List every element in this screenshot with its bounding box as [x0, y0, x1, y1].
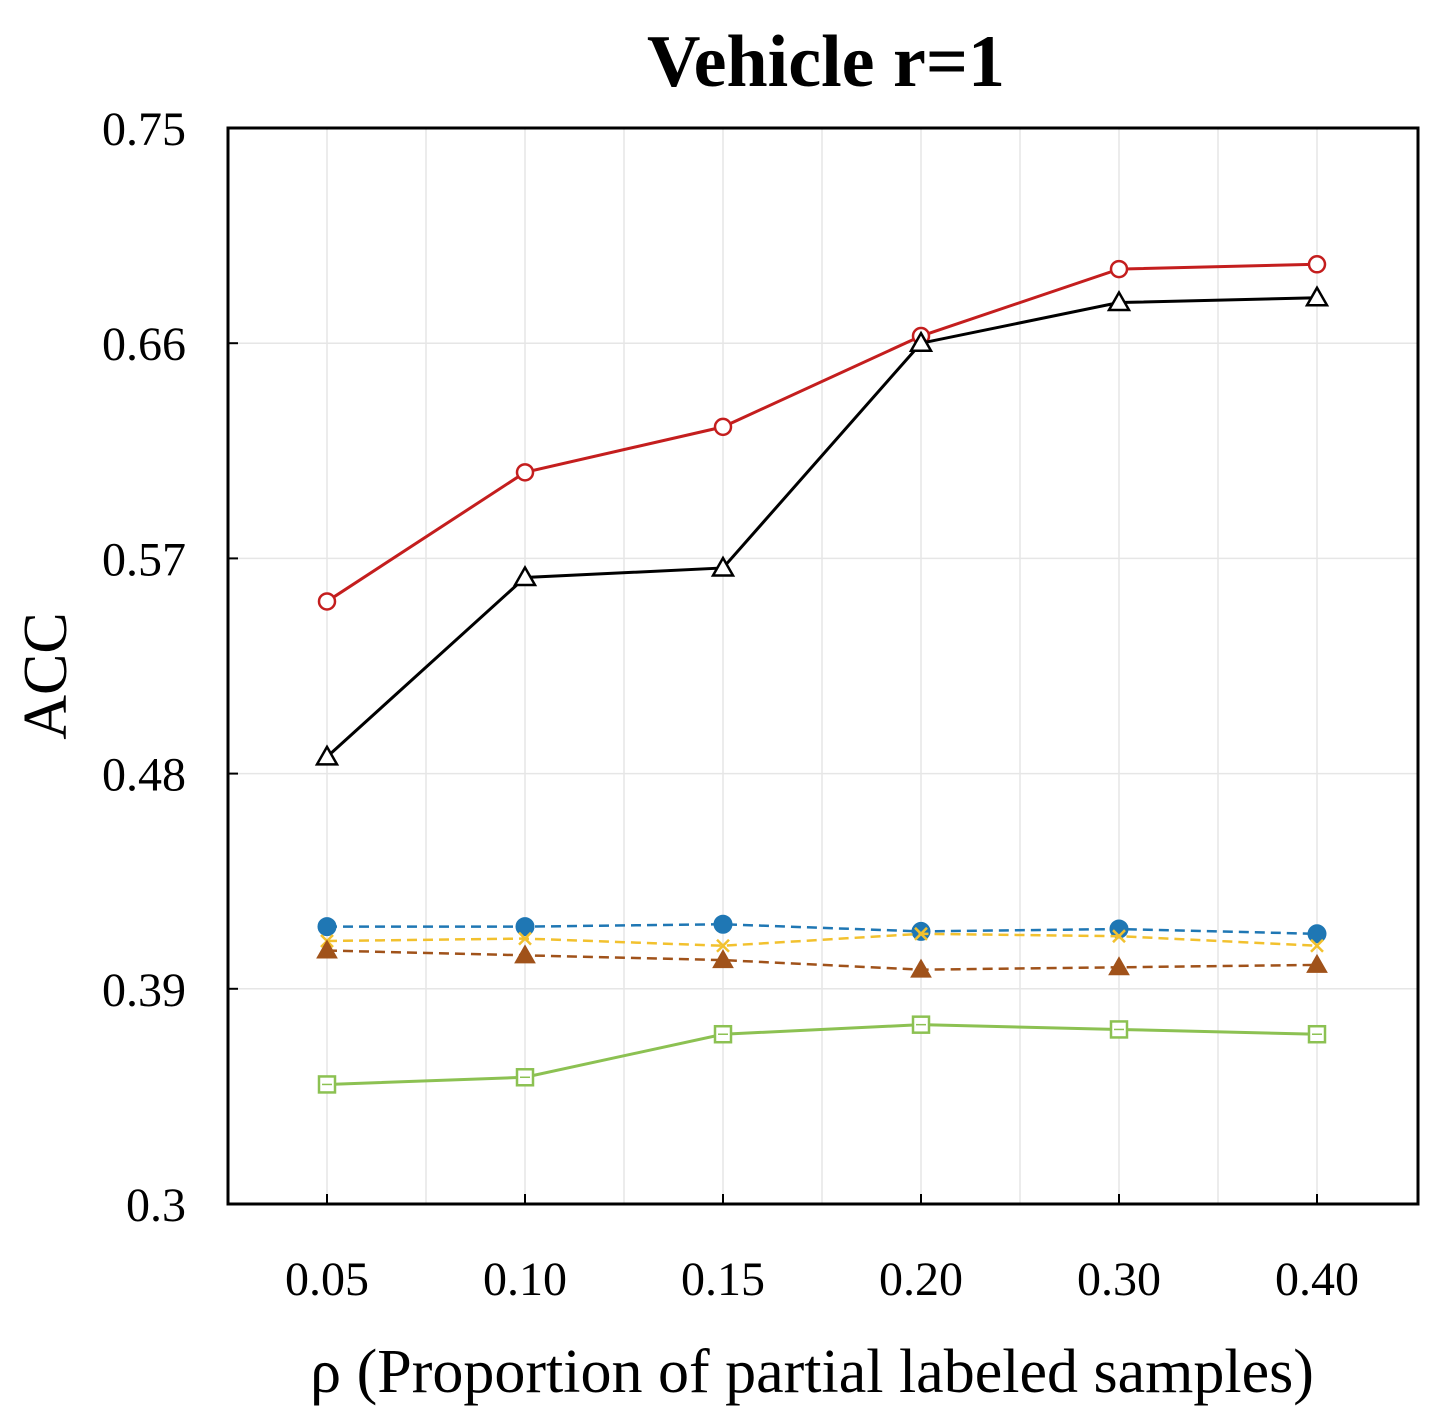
y-tick-label: 0.66: [102, 318, 186, 371]
data-point: [1106, 290, 1132, 312]
y-tick-label: 0.57: [102, 533, 186, 586]
y-tick-label: 0.75: [102, 103, 186, 156]
data-point: [1109, 259, 1129, 279]
data-point: [518, 931, 532, 946]
data-point: [911, 921, 931, 941]
x-tick-label: 0.30: [1077, 1253, 1161, 1306]
x-tick-label: 0.10: [483, 1253, 567, 1306]
data-point: [1307, 255, 1327, 274]
data-point: [712, 949, 734, 969]
series-green-square: [317, 1015, 1327, 1094]
series-line: [326, 949, 1318, 971]
data-point: [914, 926, 928, 941]
data-point: [515, 463, 535, 482]
series-blue-dot: [317, 914, 1327, 944]
series-line: [326, 1023, 1318, 1086]
data-point: [317, 592, 337, 611]
data-point: [314, 744, 340, 766]
data-point: [515, 917, 535, 937]
series-line: [327, 922, 1318, 936]
series-brown-triangle: [316, 939, 1328, 978]
data-point: [716, 938, 730, 953]
series-line: [326, 262, 1318, 603]
series-layer: [314, 255, 1330, 1094]
data-point: [514, 944, 536, 964]
data-point: [1109, 919, 1129, 939]
data-point: [1310, 938, 1324, 953]
data-point: [713, 417, 733, 437]
series-black-triangle: [314, 285, 1330, 766]
data-point: [1112, 929, 1126, 944]
y-axis-label: ACC: [12, 612, 80, 739]
series-line: [326, 932, 1318, 948]
y-tick-label: 0.48: [102, 749, 186, 802]
y-tick-label: 0.39: [102, 964, 186, 1017]
x-tick-label: 0.20: [879, 1253, 963, 1306]
x-tick-label: 0.15: [681, 1253, 765, 1306]
data-point: [908, 330, 934, 352]
y-tick-label: 0.3: [126, 1179, 186, 1232]
series-line: [325, 296, 1318, 758]
chart-title: Vehicle r=1: [647, 21, 1005, 103]
data-point: [713, 914, 733, 934]
data-point: [316, 939, 338, 959]
data-point: [317, 917, 337, 937]
data-point: [1306, 953, 1328, 973]
data-point: [910, 958, 932, 978]
x-tick-label: 0.40: [1275, 1253, 1359, 1306]
data-point: [1304, 285, 1330, 307]
data-point: [1108, 956, 1130, 976]
x-axis-label: ρ (Proportion of partial labeled samples…: [310, 1338, 1314, 1406]
tick-layer: 0.3 0.39 0.48 0.57 0.66 0.75 0.05 0.10 0.15 0.20 0…: [102, 103, 1359, 1306]
data-point: [710, 555, 736, 577]
grid-layer: [228, 127, 1418, 1205]
plot-frame: [226, 126, 1420, 1206]
data-point: [1307, 924, 1327, 944]
x-tick-label: 0.05: [285, 1253, 369, 1306]
data-point: [512, 565, 538, 587]
